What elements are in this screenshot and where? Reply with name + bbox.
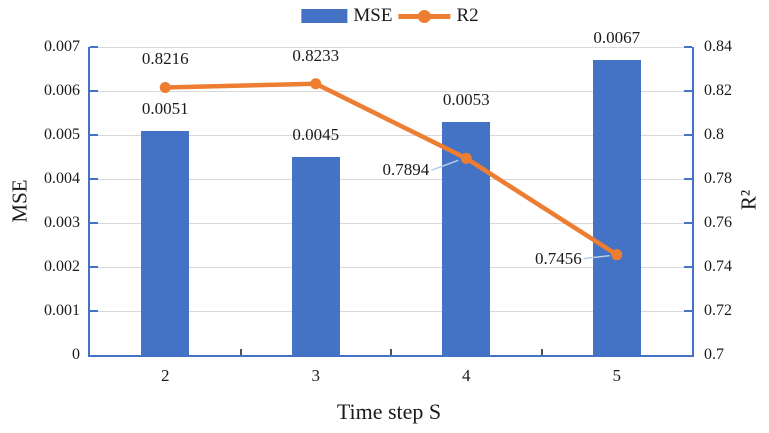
right-tick-label: 0.78 — [704, 170, 732, 187]
right-tick-label: 0.8 — [704, 126, 724, 143]
x-axis-minor-tick — [239, 349, 242, 355]
x-axis-minor-tick — [390, 349, 392, 355]
gridline — [90, 310, 692, 312]
bar-value-label: 0.0051 — [141, 98, 189, 118]
left-axis-tick — [90, 266, 98, 268]
left-tick-label: 0.002 — [44, 258, 80, 275]
left-tick-label: 0 — [72, 346, 80, 363]
x-axis-title: Time step S — [336, 399, 442, 424]
bar-value-label: 0.0045 — [292, 125, 340, 144]
right-axis-tick — [684, 134, 692, 136]
left-tick-label: 0.004 — [44, 170, 80, 187]
x-tick-label: 4 — [462, 366, 471, 385]
gridline — [90, 266, 692, 268]
right-tick-label: 0.84 — [704, 38, 732, 55]
left-axis-tick — [90, 90, 98, 92]
legend-r2-swatch — [398, 9, 451, 23]
x-tick-label: 2 — [161, 366, 170, 385]
right-tick-label: 0.82 — [704, 82, 732, 99]
legend: MSE R2 — [301, 5, 479, 27]
left-axis-tick — [90, 222, 98, 224]
legend-mse-label: MSE — [353, 5, 393, 26]
r2-value-label: 0.7456 — [535, 248, 582, 268]
bar — [442, 121, 491, 355]
legend-mse-swatch — [301, 9, 348, 23]
r2-marker-icon — [310, 78, 322, 90]
x-tick-label: 3 — [311, 366, 321, 385]
r2-value-label: 0.8233 — [292, 45, 340, 65]
left-axis-tick — [90, 310, 98, 312]
right-tick-label: 0.76 — [704, 214, 732, 231]
right-axis-title: R² — [736, 189, 761, 211]
left-axis-tick — [90, 46, 98, 48]
right-axis-tick — [684, 310, 692, 312]
bar-value-label: 0.0067 — [593, 28, 641, 48]
right-axis-tick — [684, 46, 692, 48]
right-axis-tick — [684, 266, 692, 268]
right-axis-tick — [684, 178, 692, 180]
right-axis-tick — [684, 222, 692, 224]
r2-value-label: 0.7894 — [382, 160, 430, 180]
plot-area: 0 0.7 0.001 0.72 0.002 0.74 0.003 0.76 0.004 0.78… — [44, 28, 732, 384]
bar — [291, 157, 340, 355]
x-tick-label: 5 — [612, 366, 622, 385]
r2-value-label: 0.8216 — [141, 49, 189, 69]
bar-value-label: 0.0053 — [442, 89, 490, 109]
left-tick-label: 0.001 — [44, 302, 80, 319]
left-axis-tick — [90, 134, 98, 136]
legend-r2-label: R2 — [456, 5, 479, 26]
bar — [141, 130, 190, 355]
right-tick-label: 0.7 — [704, 346, 724, 363]
legend-r2-marker-icon — [417, 10, 431, 23]
left-tick-label: 0.007 — [44, 38, 80, 55]
left-tick-label: 0.005 — [44, 126, 80, 143]
left-tick-label: 0.006 — [44, 82, 80, 99]
right-tick-label: 0.72 — [704, 302, 732, 319]
left-tick-label: 0.003 — [44, 214, 80, 231]
gridline — [90, 46, 692, 48]
right-axis-tick — [684, 90, 692, 92]
bar — [592, 60, 641, 355]
right-tick-label: 0.74 — [704, 258, 732, 275]
left-axis-tick — [90, 178, 98, 180]
x-axis-minor-tick — [540, 349, 543, 355]
